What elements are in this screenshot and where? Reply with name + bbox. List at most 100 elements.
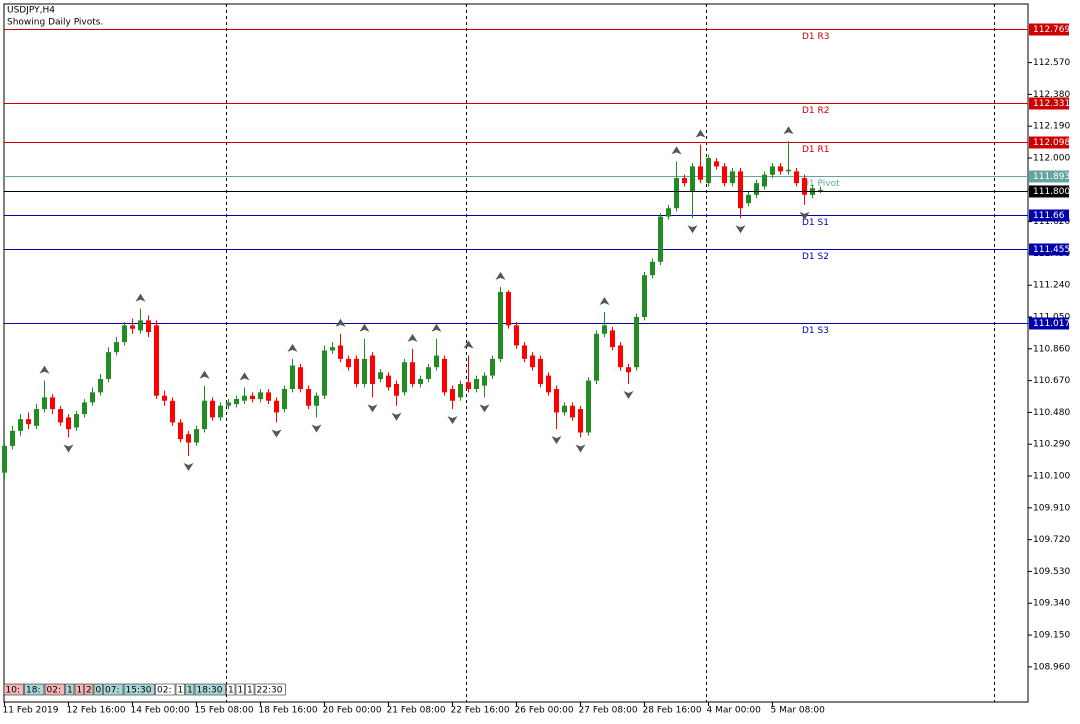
candle-body xyxy=(186,434,191,443)
candle-body xyxy=(522,345,527,359)
session-box xyxy=(84,683,94,696)
fractal-up xyxy=(287,343,298,352)
x-tick-label: 11 Feb 2019 xyxy=(3,706,59,716)
y-tick-label: 112.380 xyxy=(1033,90,1070,100)
candle-body xyxy=(570,405,575,418)
fractal-down xyxy=(687,225,698,234)
candle-body xyxy=(210,400,215,418)
session-box-label: 18: xyxy=(26,686,40,696)
session-box xyxy=(123,683,155,696)
session-box xyxy=(155,683,176,696)
candle-body xyxy=(602,325,607,334)
chart-subtitle: Showing Daily Pivots. xyxy=(7,18,103,28)
fractal-up xyxy=(199,370,210,379)
plot-frame xyxy=(3,3,1029,703)
candle-body xyxy=(290,365,295,389)
candle-body xyxy=(530,355,535,368)
session-box xyxy=(24,683,45,696)
candle-body xyxy=(202,400,207,430)
candle-body xyxy=(66,417,71,430)
pivot-price-label: 111.66 xyxy=(1033,211,1065,221)
fractal-up xyxy=(671,146,682,155)
x-tick-label: 27 Feb 08:00 xyxy=(579,706,638,716)
fractal-down xyxy=(63,444,74,453)
candle-body xyxy=(458,383,463,398)
candle-body xyxy=(314,395,319,406)
session-box-label: 1 xyxy=(247,686,253,696)
candle-body xyxy=(650,261,655,276)
session-box-label: 1 xyxy=(77,686,83,696)
candle-body xyxy=(426,367,431,379)
fractal-up xyxy=(239,372,250,381)
candle-body xyxy=(234,399,239,405)
candle-body xyxy=(722,166,727,184)
candle-body xyxy=(762,174,767,187)
y-tick-label: 109.530 xyxy=(1033,567,1070,577)
candle-body xyxy=(146,320,151,333)
candle-body xyxy=(738,171,743,209)
candle-body xyxy=(546,375,551,393)
x-tick-label: 4 Mar 00:00 xyxy=(707,706,762,716)
candle-body xyxy=(754,183,759,195)
candle-body xyxy=(402,362,407,393)
candle-body xyxy=(74,414,79,428)
x-tick-label: 26 Feb 00:00 xyxy=(515,706,574,716)
fractal-up xyxy=(335,318,346,327)
session-box xyxy=(74,683,84,696)
candle-body xyxy=(802,178,807,195)
x-tick-label: 22 Feb 16:00 xyxy=(451,706,510,716)
candle-body xyxy=(354,358,359,384)
y-tick-label: 109.340 xyxy=(1033,599,1070,609)
candle-body xyxy=(626,367,631,373)
session-box xyxy=(235,683,245,696)
candle-body xyxy=(266,392,271,401)
y-tick-label: 112.190 xyxy=(1033,122,1070,132)
session-box-label: 02: xyxy=(157,686,171,696)
fractal-down xyxy=(735,225,746,234)
candle-body xyxy=(154,325,159,396)
candle-body xyxy=(466,382,471,389)
y-tick-label: 110.290 xyxy=(1033,440,1070,450)
pivot-name: D1 R1 xyxy=(802,145,830,155)
session-box xyxy=(194,683,226,696)
candle-body xyxy=(10,430,15,446)
candle-body xyxy=(618,345,623,368)
session-box-label: 07: xyxy=(105,686,119,696)
fractal-up xyxy=(695,129,706,138)
candle-body xyxy=(682,178,687,184)
candle-body xyxy=(562,405,567,413)
candle-body xyxy=(370,355,375,384)
candle-body xyxy=(26,419,31,425)
candle-body xyxy=(594,333,599,381)
y-tick-label: 111.620 xyxy=(1033,217,1070,227)
candle-body xyxy=(34,409,39,426)
pivot-name: D1 R2 xyxy=(802,106,830,116)
candle-body xyxy=(18,419,23,431)
fractal-down xyxy=(551,436,562,445)
candle-body xyxy=(106,352,111,379)
candle-body xyxy=(250,395,255,400)
candle-body xyxy=(50,397,55,410)
session-box-label: 0 xyxy=(96,686,102,696)
candle-body xyxy=(514,325,519,346)
session-box-label: 1 xyxy=(228,686,234,696)
x-tick-label: 20 Feb 00:00 xyxy=(323,706,382,716)
candle-body xyxy=(818,189,823,192)
candle-body xyxy=(642,275,647,318)
candle-body xyxy=(346,358,351,368)
y-tick-label: 109.720 xyxy=(1033,535,1070,545)
candle-body xyxy=(194,429,199,443)
session-box xyxy=(93,683,103,696)
candle-body xyxy=(130,325,135,329)
session-box-label: 02: xyxy=(47,686,61,696)
session-box-label: 22:30 xyxy=(257,686,283,696)
fractal-down xyxy=(575,444,586,453)
candle-body xyxy=(674,178,679,209)
fractal-down xyxy=(183,462,194,471)
candle-body xyxy=(378,372,383,379)
current-price-label: 111.800 xyxy=(1033,187,1070,197)
y-tick-label: 108.960 xyxy=(1033,662,1070,672)
candle-body xyxy=(474,378,479,389)
fractal-up xyxy=(783,126,794,135)
